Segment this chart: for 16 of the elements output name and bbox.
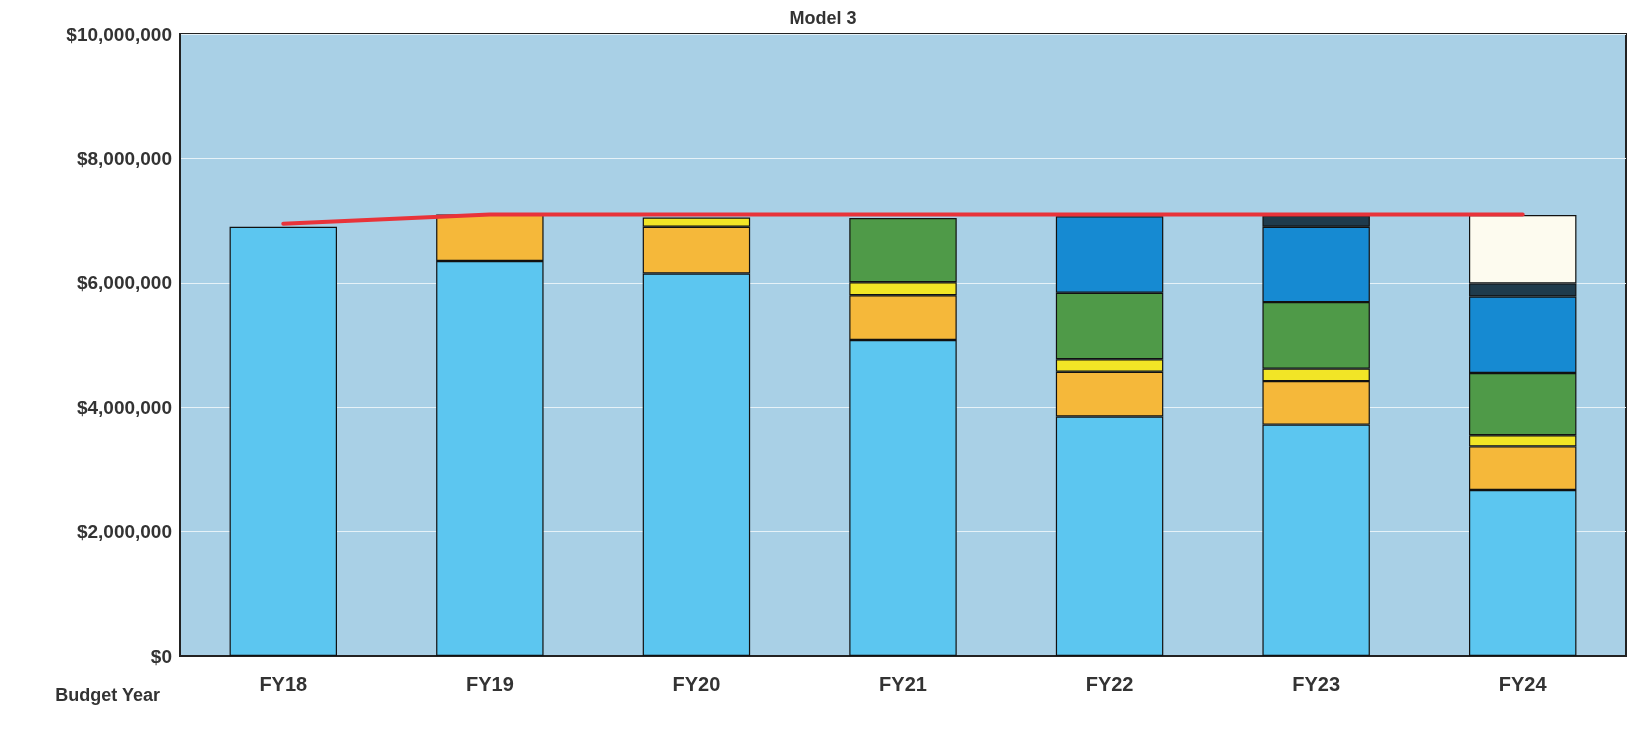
- x-axis-title: Budget Year: [55, 685, 160, 705]
- x-tick-label: FY21: [879, 673, 927, 695]
- y-tick-label: $8,000,000: [76, 147, 172, 169]
- y-tick-label: $10,000,000: [66, 23, 172, 45]
- bar: [229, 226, 337, 656]
- x-tick-label: FY19: [465, 673, 514, 695]
- x-tick-label: FY20: [672, 673, 721, 695]
- y-tick-label: $4,000,000: [76, 396, 172, 418]
- x-tick-label: FY22: [1085, 673, 1134, 695]
- x-tick-label: FY24: [1498, 673, 1548, 695]
- y-tick-label: $2,000,000: [76, 521, 172, 543]
- x-tick-label: FY18: [259, 673, 308, 695]
- chart-title: Model 3: [789, 8, 857, 28]
- x-tick-label: FY23: [1292, 673, 1341, 695]
- y-tick-label: $0: [150, 645, 172, 667]
- y-tick-label: $6,000,000: [76, 272, 172, 294]
